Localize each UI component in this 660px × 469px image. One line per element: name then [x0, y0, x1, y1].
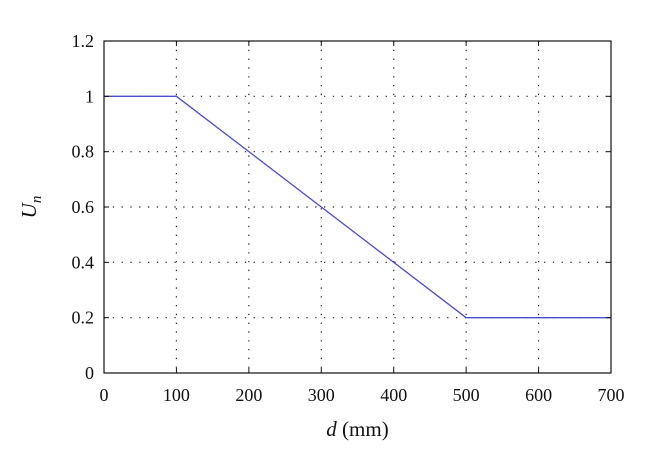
x-tick-label: 500 [453, 385, 480, 405]
y-tick-label: 1.2 [72, 31, 95, 51]
y-tick-label: 0.2 [72, 308, 95, 328]
x-tick-label: 300 [308, 385, 335, 405]
x-tick-label: 100 [163, 385, 190, 405]
series-group [104, 95, 611, 319]
plot-area-background [104, 41, 611, 373]
y-tick-label: 1 [85, 86, 94, 106]
y-axis-label-subscript: n [29, 196, 45, 204]
x-tick-label: 0 [100, 385, 109, 405]
y-axis-label: Un [17, 196, 45, 219]
x-tick-label: 600 [525, 385, 552, 405]
x-axis-label-variable: d [326, 417, 337, 441]
x-tick-label: 200 [235, 385, 262, 405]
ticks [103, 40, 612, 374]
x-tick-labels: 0 100 200 300 400 500 600 700 [100, 385, 625, 405]
y-tick-labels: 0 0.2 0.4 0.6 0.8 1 1.2 [72, 31, 95, 383]
x-tick-label: 700 [598, 385, 625, 405]
y-tick-label: 0.4 [72, 252, 95, 272]
y-tick-label: 0.6 [72, 197, 95, 217]
y-tick-label: 0 [85, 363, 94, 383]
x-axis-label-unit: (mm) [337, 417, 389, 441]
series-line [104, 95, 611, 319]
x-tick-label: 400 [380, 385, 407, 405]
y-tick-label: 0.8 [72, 142, 95, 162]
x-axis-label: d (mm) [326, 417, 388, 441]
y-axis-label-variable: U [17, 201, 41, 218]
